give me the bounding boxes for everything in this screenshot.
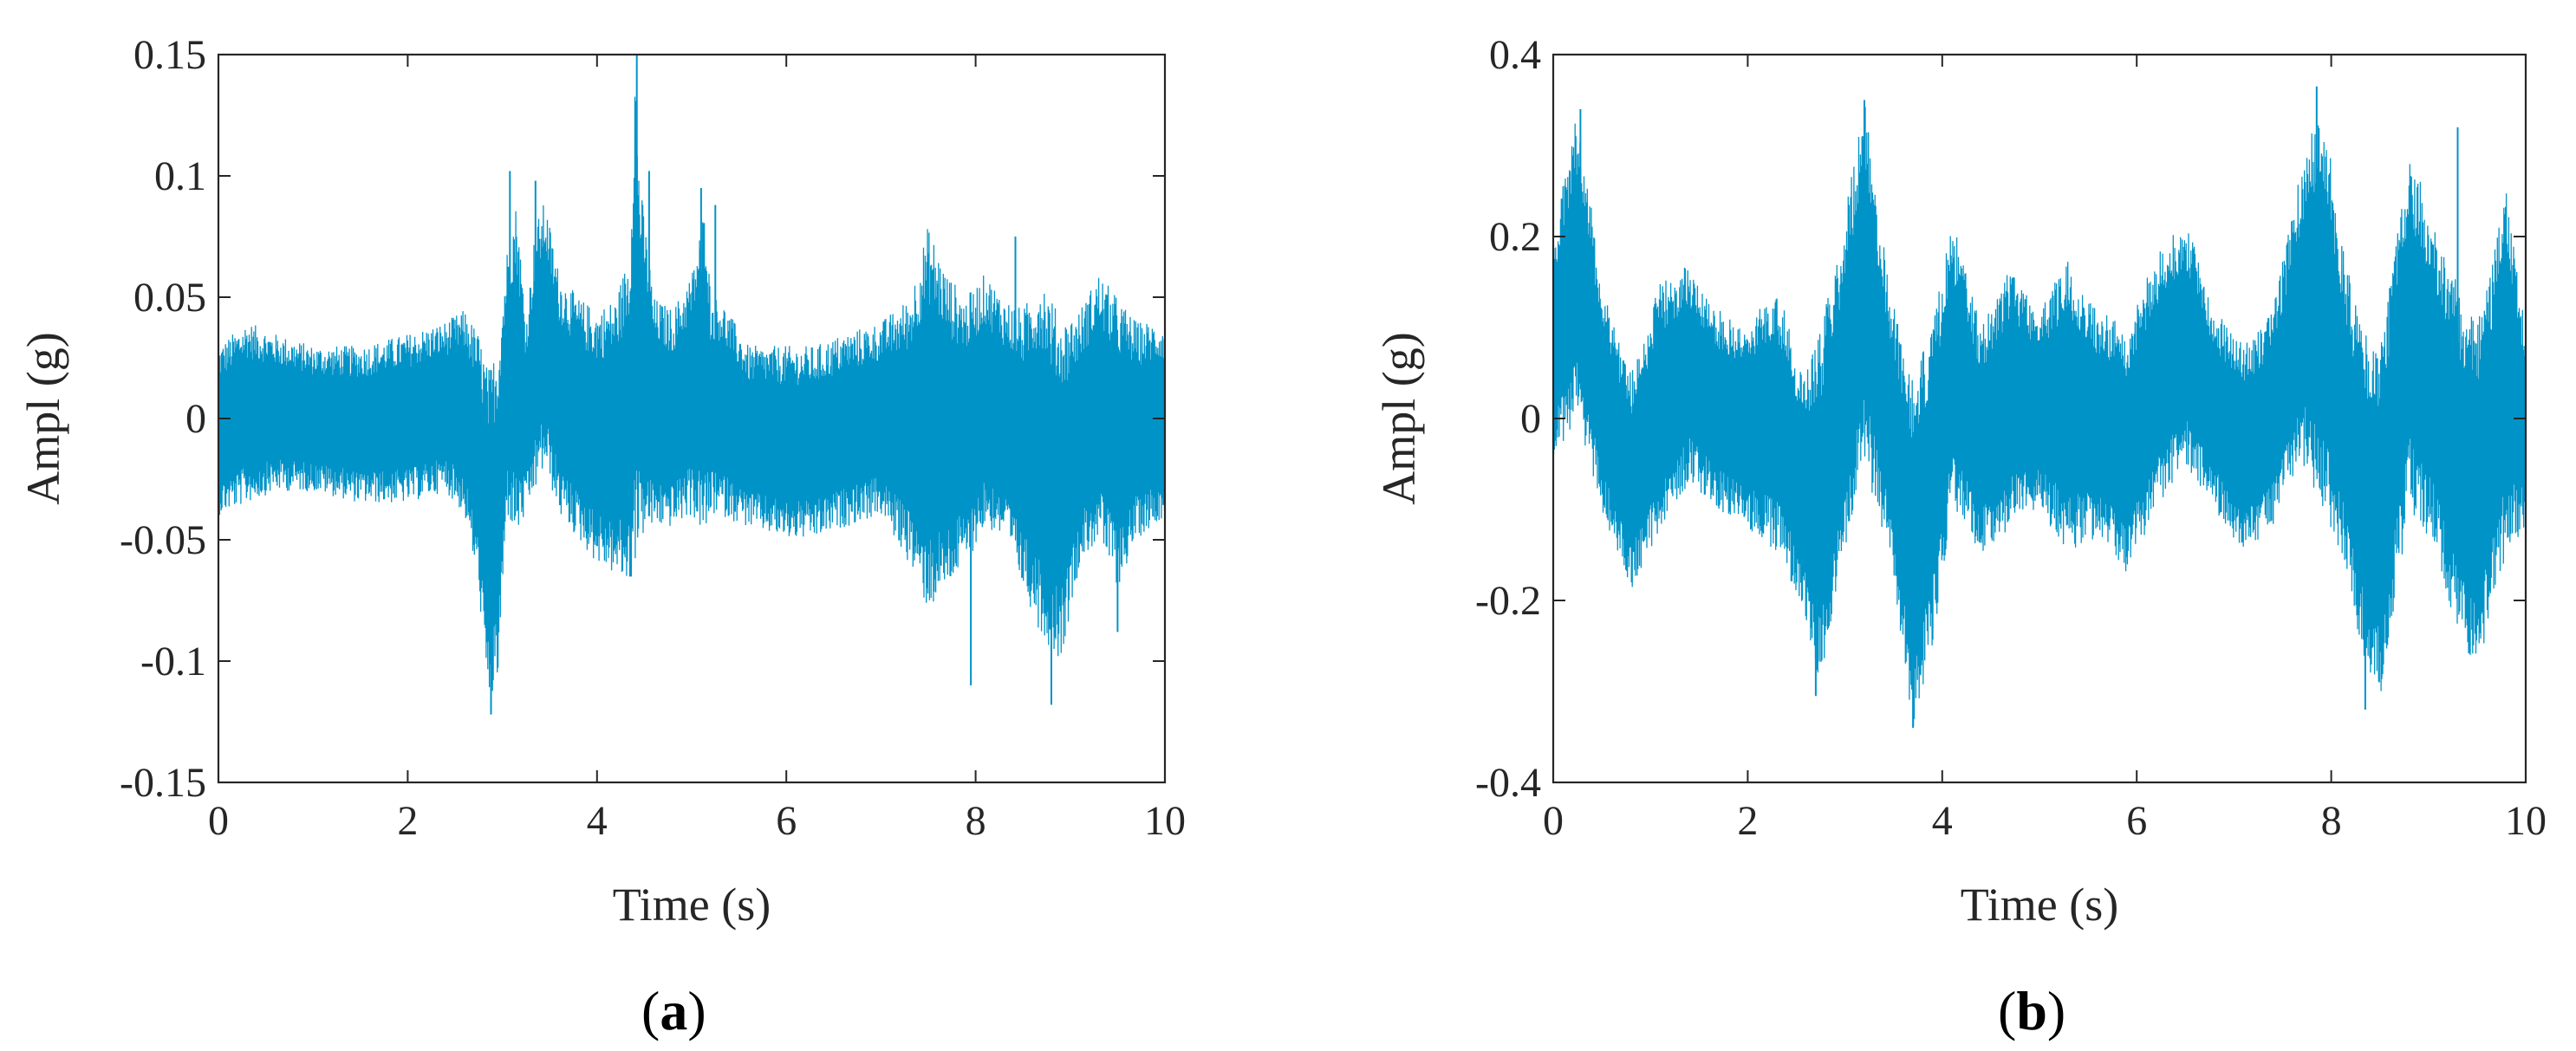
panel-letter-a: a xyxy=(660,980,687,1041)
x-tick-label: 2 xyxy=(397,798,418,844)
x-tick-label: 10 xyxy=(2505,798,2547,844)
x-tick-label: 6 xyxy=(776,798,797,844)
y-ticks-a: -0.15 -0.1 -0.05 0 0.05 0.1 0.15 xyxy=(120,32,1165,806)
y-tick-label: -0.2 xyxy=(1475,578,1541,624)
x-tick-label: 4 xyxy=(1932,798,1953,844)
y-tick-label: 0.15 xyxy=(133,32,206,78)
x-tick-label: 2 xyxy=(1737,798,1758,844)
y-tick-label: 0.2 xyxy=(1489,214,1541,260)
x-tick-label: 8 xyxy=(966,798,986,844)
y-ticks-b: -0.4 -0.2 0 0.2 0.4 xyxy=(1475,32,2526,806)
x-tick-label: 6 xyxy=(2126,798,2147,844)
x-tick-label: 8 xyxy=(2321,798,2342,844)
y-tick-label: 0 xyxy=(1520,396,1541,442)
chart-panel-b: 0 2 4 6 8 10 -0.4 -0.2 0 0.2 0.4 Time (s) Ampl (g… xyxy=(1373,32,2547,1041)
y-tick-label: -0.05 xyxy=(120,517,206,563)
signal-trace-a xyxy=(218,96,1166,692)
y-axis-label-b: Ampl (g) xyxy=(1373,332,1425,504)
y-tick-label: 0.05 xyxy=(133,275,206,321)
panel-letter-b: b xyxy=(2016,980,2047,1041)
signal-spikes-a xyxy=(490,55,1119,715)
plot-area-b xyxy=(1552,86,2527,728)
signal-trace-b xyxy=(1552,107,2527,727)
signal-spikes-b xyxy=(1579,86,2459,728)
x-tick-label: 0 xyxy=(1543,798,1564,844)
x-ticks-b: 0 2 4 6 8 10 xyxy=(1543,55,2547,844)
x-ticks-a: 0 2 4 6 8 10 xyxy=(208,55,1186,844)
x-axis-label-b: Time (s) xyxy=(1961,879,2119,931)
y-tick-label: 0.1 xyxy=(154,153,206,199)
panel-label-b: (b) xyxy=(1998,980,2065,1041)
y-tick-label: 0.4 xyxy=(1489,32,1541,78)
y-tick-label: -0.4 xyxy=(1475,760,1541,806)
plot-area-a xyxy=(218,55,1166,715)
x-tick-label: 4 xyxy=(587,798,608,844)
chart-panel-a: 0 2 4 6 8 10 -0.15 -0.1 -0.05 0 0.05 0.1 0.15 Time … xyxy=(17,32,1186,1041)
y-tick-label: 0 xyxy=(185,396,206,442)
x-tick-label: 0 xyxy=(208,798,229,844)
y-tick-label: -0.1 xyxy=(140,639,206,684)
y-axis-label-a: Ampl (g) xyxy=(17,332,69,504)
x-tick-label: 10 xyxy=(1144,798,1186,844)
x-axis-label-a: Time (s) xyxy=(613,879,771,931)
y-tick-label: -0.15 xyxy=(120,760,206,806)
panel-label-a: (a) xyxy=(641,980,706,1041)
